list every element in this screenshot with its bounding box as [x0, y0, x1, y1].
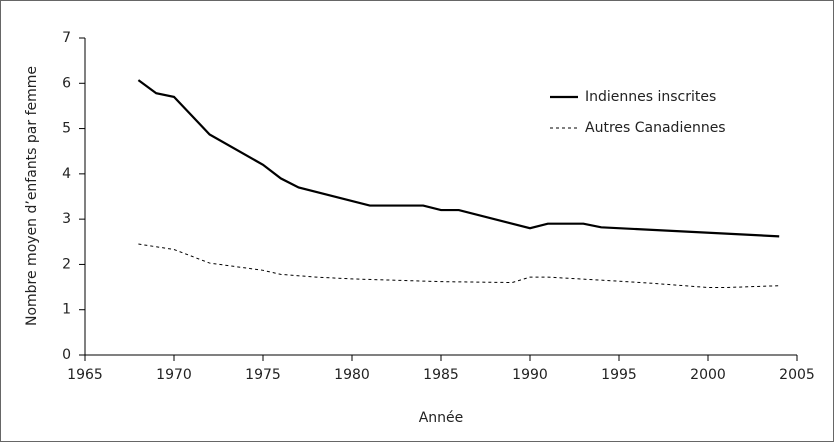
x-tick-label: 2000: [690, 367, 726, 383]
line: [138, 243, 780, 289]
x-tick-label: 1980: [334, 367, 370, 383]
x-axis-label: Année: [419, 410, 464, 426]
legend-label: Indiennes inscrites: [585, 89, 716, 105]
y-tick-label: 7: [62, 30, 71, 46]
y-tick-label: 5: [62, 121, 71, 137]
y-tick-label: 3: [62, 211, 71, 227]
x-tick-label: 2005: [779, 367, 815, 383]
x-tick-label: 1985: [423, 367, 459, 383]
y-axis-label: Nombre moyen d’enfants par femme: [24, 66, 40, 326]
x-tick-label: 1990: [512, 367, 548, 383]
y-tick-label: 1: [62, 302, 71, 318]
y-tick-label: 0: [62, 347, 71, 363]
x-tick-label: 1965: [67, 367, 103, 383]
y-tick-label: 4: [62, 166, 71, 182]
x-tick-label: 1970: [156, 367, 192, 383]
legend-label: Autres Canadiennes: [585, 120, 726, 136]
x-tick-label: 1975: [245, 367, 281, 383]
line: [137, 79, 780, 238]
y-tick-label: 2: [62, 256, 71, 272]
x-tick-label: 1995: [601, 367, 637, 383]
y-tick-label: 6: [62, 75, 71, 91]
